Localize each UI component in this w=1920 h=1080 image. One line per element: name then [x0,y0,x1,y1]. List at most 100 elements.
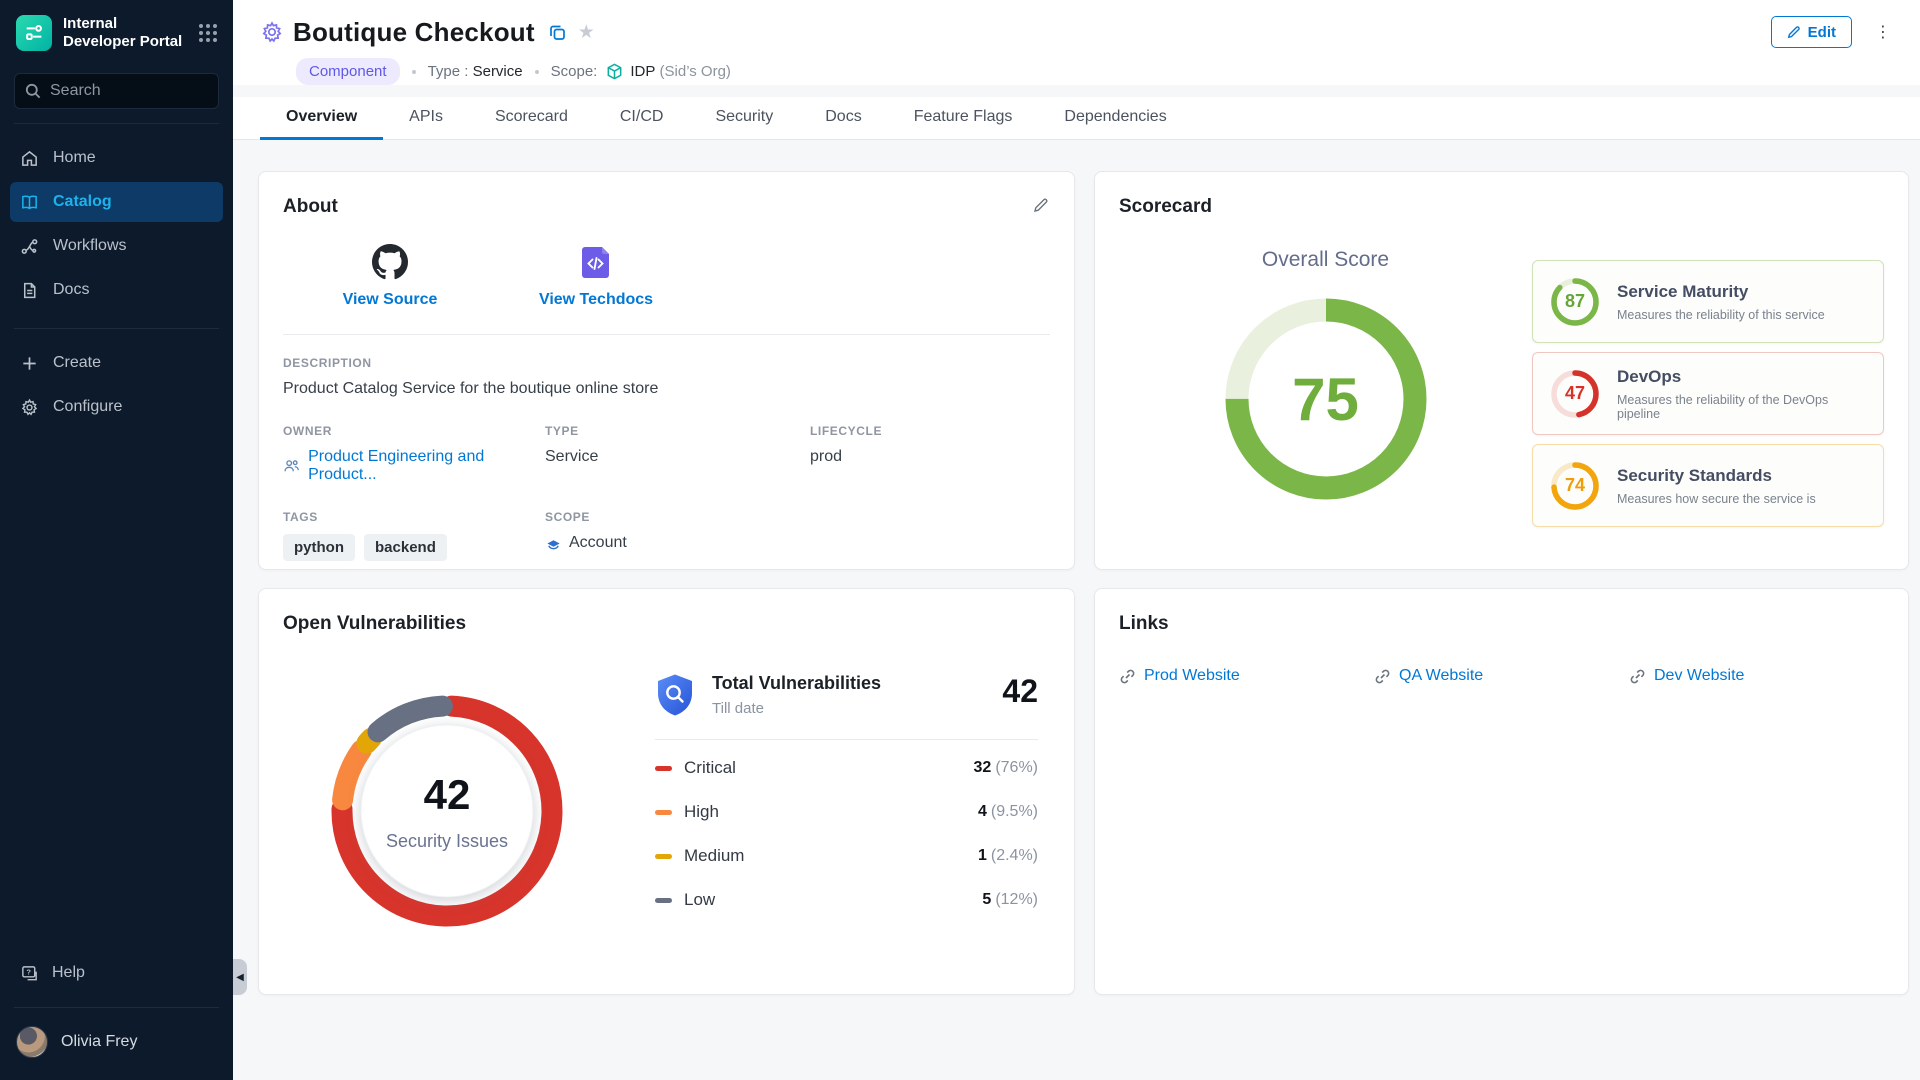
tab-security[interactable]: Security [715,108,774,125]
tags-label: TAGS [283,510,318,524]
team-icon [284,460,299,472]
app-grid-icon[interactable] [197,22,219,44]
scorecard-item-service-maturity[interactable]: 87 Service Maturity Measures the reliabi… [1532,260,1884,343]
type-field-label: TYPE [545,424,579,438]
severity-label: High [684,802,719,821]
severity-count: 5 [982,891,992,908]
score-value: 87 [1564,291,1586,311]
sidebar-actions: Create Configure [0,343,233,431]
dot-separator [411,69,416,74]
severity-count: 4 [977,803,987,820]
links-card: Links Prod Website QA Website [1094,588,1909,995]
score-desc: Measures the reliability of the DevOps p… [1617,392,1829,421]
sidebar-item-label: Docs [53,281,90,298]
edit-button-label: Edit [1807,23,1836,41]
edit-about-pencil-icon[interactable] [1032,196,1050,214]
sidebar-item-home[interactable]: Home [10,138,223,178]
link-label: Prod Website [1144,667,1240,684]
sidebar-item-workflows[interactable]: Workflows [10,226,223,266]
description-label: DESCRIPTION [283,356,372,370]
sidebar-nav: Home Catalog Workflows Docs [0,138,233,314]
scope-value[interactable]: IDP [630,63,656,80]
score-value: 47 [1564,383,1586,403]
search-input[interactable] [50,82,200,100]
entity-meta-row: Component Type : Service Scope: IDP (Sid… [296,58,1892,85]
tab-docs[interactable]: Docs [825,108,862,125]
overall-score-label: Overall Score [1261,248,1390,271]
tab-cicd[interactable]: CI/CD [619,108,664,125]
link-qa-website[interactable]: QA Website [1374,667,1629,685]
vuln-divider [655,739,1038,740]
scope-label: Scope: [550,63,598,80]
severity-label: Critical [684,758,736,777]
scorecard-card: Scorecard Overall Score 75 [1094,171,1909,570]
description-value: Product Catalog Service for the boutique… [283,380,659,397]
workflows-icon [21,238,38,254]
account-scope-icon [547,539,560,549]
sidebar-item-docs[interactable]: Docs [10,270,223,310]
sidebar-item-configure[interactable]: Configure [10,387,223,427]
sidebar-collapse-handle[interactable]: ◀ [233,959,247,995]
docs-icon [23,282,36,298]
score-ring: 47 [1549,368,1601,420]
idp-logo-icon [16,15,52,51]
sidebar-item-help[interactable]: ? Help [0,953,233,993]
catalog-icon [22,195,37,209]
type-field-value: Service [545,448,599,465]
sidebar-divider [14,328,219,329]
user-name: Olivia Frey [61,1033,138,1050]
owner-label: OWNER [283,424,332,438]
score-ring: 87 [1549,276,1601,328]
copy-icon[interactable] [548,23,567,42]
view-techdocs-link[interactable]: View Techdocs [531,244,661,309]
link-icon [1375,669,1390,683]
sidebar: Internal Developer Portal Home [0,0,247,1080]
severity-label: Medium [684,846,745,865]
view-source-link[interactable]: View Source [325,244,455,309]
tab-dependencies[interactable]: Dependencies [1064,108,1167,125]
tag-pill[interactable]: backend [364,534,447,561]
view-techdocs-label: View Techdocs [538,291,654,308]
sidebar-item-create[interactable]: Create [10,343,223,383]
user-avatar [16,1026,48,1058]
sidebar-item-label: Home [53,149,96,166]
github-icon [372,244,408,280]
search-icon [25,83,41,99]
severity-row-critical: Critical 32 (76%) [655,746,1038,790]
tab-overview[interactable]: Overview [260,97,384,140]
vulnerabilities-donut: 42 Security Issues [317,681,577,941]
severity-row-medium: Medium 1 (2.4%) [655,834,1038,878]
link-dev-website[interactable]: Dev Website [1629,667,1884,685]
scope-account-label: Account [569,534,627,551]
edit-button[interactable]: Edit [1770,16,1852,48]
severity-pct: (76%) [995,759,1038,776]
tab-apis[interactable]: APIs [409,108,443,125]
severity-row-high: High 4 (9.5%) [655,790,1038,834]
tab-feature-flags[interactable]: Feature Flags [913,108,1013,125]
scorecard-title: Scorecard [1119,196,1212,217]
severity-count: 1 [977,847,987,864]
tab-scorecard[interactable]: Scorecard [494,108,568,125]
link-icon [1120,669,1135,683]
svg-text:?: ? [26,967,31,976]
kebab-menu-icon[interactable]: ⋮ [1875,23,1891,41]
sidebar-item-label: Create [53,354,102,371]
component-gear-icon [262,21,282,43]
link-prod-website[interactable]: Prod Website [1119,667,1374,685]
home-icon [22,150,37,166]
sidebar-search[interactable] [14,73,219,109]
score-name: Security Standards [1617,465,1772,485]
sidebar-item-catalog[interactable]: Catalog [10,182,223,222]
severity-pct: (12%) [995,891,1038,908]
owner-link[interactable]: Product Engineering and Product... [283,448,545,484]
scorecard-item-security-standards[interactable]: 74 Security Standards Measures how secur… [1532,444,1884,527]
tag-pill[interactable]: python [283,534,355,561]
scorecard-item-devops[interactable]: 47 DevOps Measures the reliability of th… [1532,352,1884,435]
user-menu[interactable]: Olivia Frey [0,1012,233,1080]
score-desc: Measures how secure the service is [1617,491,1816,506]
scope-org: (Sid’s Org) [659,63,731,80]
favorite-star-icon[interactable]: ★ [577,21,595,43]
security-issues-label: Security Issues [385,830,509,851]
lifecycle-label: LIFECYCLE [810,424,883,438]
